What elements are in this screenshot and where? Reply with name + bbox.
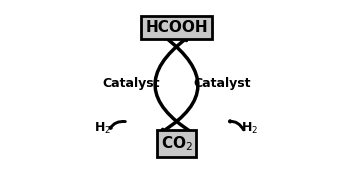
Text: Catalyst: Catalyst <box>193 76 251 90</box>
FancyArrowPatch shape <box>155 38 192 133</box>
FancyArrowPatch shape <box>110 121 125 128</box>
Text: HCOOH: HCOOH <box>145 20 208 35</box>
Text: H$_2$: H$_2$ <box>94 120 112 136</box>
FancyArrowPatch shape <box>162 37 198 132</box>
Text: Catalyst: Catalyst <box>102 76 160 90</box>
Text: H$_2$: H$_2$ <box>241 120 259 136</box>
FancyArrowPatch shape <box>229 121 244 130</box>
Text: CO$_2$: CO$_2$ <box>161 134 192 153</box>
